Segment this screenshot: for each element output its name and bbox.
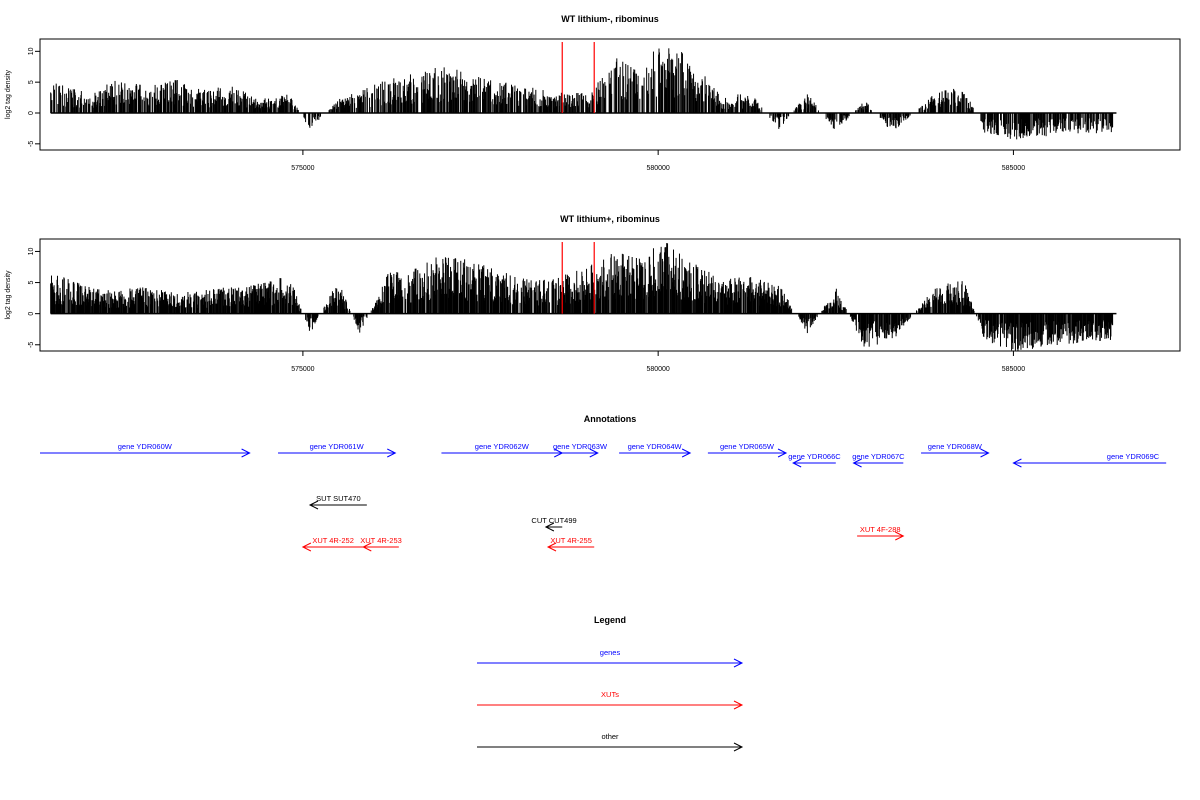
- annotation-gene: gene YDR066C: [788, 452, 841, 468]
- legend-item: XUTs: [477, 690, 744, 710]
- annotation-arrowhead: [544, 522, 555, 532]
- panel-title: WT lithium-, ribominus: [561, 14, 659, 24]
- annotation-other: SUT SUT470: [308, 494, 367, 510]
- annotation-arrowhead: [792, 458, 802, 468]
- plot-frame: [39, 38, 1181, 151]
- annotation-label: XUT 4R-253: [360, 536, 402, 545]
- x-tick-label: 585000: [1002, 165, 1025, 172]
- y-tick-label: 10: [28, 247, 35, 255]
- annotation-gene: gene YDR063W: [553, 442, 608, 458]
- annotation-label: CUT CUT499: [531, 516, 576, 525]
- annotation-arrowhead: [546, 542, 557, 552]
- y-tick-label: 0: [28, 111, 35, 115]
- annotation-gene: gene YDR061W: [278, 442, 397, 458]
- y-tick-label: -5: [28, 141, 35, 147]
- annotation-arrowhead: [777, 448, 788, 458]
- y-axis-label: log2 tag density: [5, 270, 12, 320]
- x-tick-label: 585000: [1002, 366, 1025, 373]
- annotation-gene: gene YDR067C: [852, 452, 905, 468]
- annotation-label: gene YDR063W: [553, 442, 608, 451]
- annotation-label: SUT SUT470: [316, 494, 360, 503]
- plot-frame: [39, 238, 1181, 352]
- bar-series: [50, 243, 1114, 351]
- annotation-arrowhead: [301, 542, 312, 552]
- annotation-gene: gene YDR062W: [441, 442, 564, 458]
- y-tick-label: 10: [28, 47, 35, 55]
- annotation-arrowhead: [852, 458, 862, 468]
- annotation-label: gene YDR061W: [310, 442, 365, 451]
- x-tick-label: 580000: [646, 165, 669, 172]
- annotation-gene: gene YDR064W: [619, 442, 692, 458]
- legend-arrowhead: [733, 742, 744, 752]
- y-tick-label: 5: [28, 281, 35, 285]
- annotation-label: gene YDR062W: [475, 442, 530, 451]
- annotation-label: gene YDR069C: [1107, 452, 1160, 461]
- y-tick-label: -5: [28, 342, 35, 348]
- x-tick-label: 580000: [646, 366, 669, 373]
- annotation-XUT: XUT 4R-255: [546, 536, 595, 552]
- x-tick-label: 575000: [291, 165, 314, 172]
- annotation-arrowhead: [362, 542, 372, 552]
- annotation-label: gene YDR068W: [928, 442, 983, 451]
- x-tick-label: 575000: [291, 366, 314, 373]
- annotation-label: XUT 4R-255: [550, 536, 592, 545]
- legend-title: Legend: [594, 615, 626, 625]
- legend: Legend genes XUTs other: [477, 615, 744, 752]
- panel-title: WT lithium+, ribominus: [560, 214, 660, 224]
- annotations-title: Annotations: [584, 414, 637, 424]
- track-panel-2: WT lithium+, ribominus log2 tag density -5…: [5, 214, 1181, 373]
- legend-label: genes: [600, 648, 621, 657]
- legend-arrowhead: [733, 700, 744, 710]
- legend-label: other: [601, 732, 619, 741]
- annotation-gene: gene YDR060W: [40, 442, 251, 458]
- annotation-arrowhead: [1012, 458, 1022, 468]
- annotation-label: gene YDR065W: [720, 442, 775, 451]
- annotation-XUT: XUT 4F-288: [857, 525, 905, 541]
- annotation-arrowhead: [980, 448, 990, 458]
- annotation-label: XUT 4R-252: [312, 536, 354, 545]
- legend-arrowhead: [733, 658, 744, 668]
- annotation-arrowhead: [589, 448, 599, 458]
- annotation-arrowhead: [895, 531, 905, 541]
- annotation-XUT: XUT 4R-253: [360, 536, 402, 552]
- legend-item: other: [477, 732, 744, 752]
- y-tick-label: 0: [28, 312, 35, 316]
- annotation-label: gene YDR066C: [788, 452, 841, 461]
- y-tick-label: 5: [28, 80, 35, 84]
- annotation-XUT: XUT 4R-252: [301, 536, 364, 552]
- annotation-label: gene YDR060W: [118, 442, 173, 451]
- annotation-other: CUT CUT499: [531, 516, 577, 532]
- legend-item: genes: [477, 648, 744, 668]
- annotation-label: gene YDR067C: [852, 452, 905, 461]
- y-axis-label: log2 tag density: [5, 69, 12, 119]
- annotation-label: XUT 4F-288: [860, 525, 901, 534]
- annotation-arrowhead: [241, 448, 251, 458]
- annotations-panel: Annotations gene YDR060W gene YDR061W gene …: [40, 414, 1167, 552]
- annotation-gene: gene YDR065W: [707, 442, 788, 458]
- annotation-gene: gene YDR069C: [1012, 452, 1167, 468]
- legend-label: XUTs: [601, 690, 619, 699]
- track-panel-1: WT lithium-, ribominus log2 tag density -5…: [5, 14, 1181, 172]
- annotation-arrowhead: [681, 448, 692, 458]
- annotation-arrowhead: [387, 448, 397, 458]
- annotation-gene: gene YDR068W: [921, 442, 990, 458]
- annotation-arrowhead: [308, 500, 319, 510]
- bar-series: [50, 48, 1114, 140]
- annotation-label: gene YDR064W: [628, 442, 683, 451]
